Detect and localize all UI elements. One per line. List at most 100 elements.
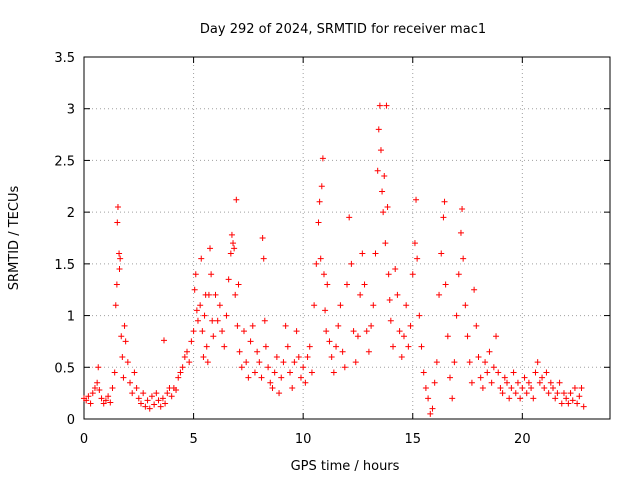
data-point [282,322,289,329]
data-point [260,255,267,262]
data-point [313,260,320,267]
data-point [210,333,217,340]
data-point [117,255,124,262]
data-point [287,369,294,376]
data-point [578,384,585,391]
data-point [490,364,497,371]
data-point [240,328,247,335]
data-point [376,102,383,109]
x-tick-label: 0 [80,432,88,447]
data-point [232,291,239,298]
data-point [503,379,510,386]
data-point [348,260,355,267]
data-point [129,390,136,397]
data-point [119,353,126,360]
y-tick-label: 1.5 [54,258,75,273]
data-point [153,390,160,397]
data-point [372,250,379,257]
data-point [357,291,364,298]
data-point [462,302,469,309]
data-point [203,343,210,350]
data-point [258,374,265,381]
data-point [322,307,329,314]
data-point [209,317,216,324]
data-point [109,384,116,391]
data-point [317,255,324,262]
data-point [235,281,242,288]
data-point [339,348,346,355]
data-point [190,328,197,335]
data-point [208,271,215,278]
data-point [259,235,266,241]
data-point [207,245,214,252]
data-point [160,337,167,344]
data-point [219,328,226,335]
data-point [243,359,250,366]
data-point [486,348,493,355]
data-point [247,338,254,345]
data-point [124,359,131,366]
data-point [560,390,567,397]
data-point [441,198,448,205]
data-point [191,286,198,293]
data-point [261,317,268,324]
data-point [534,359,541,366]
data-point [479,384,486,391]
data-point [565,400,572,407]
data-point [221,343,228,350]
data-point [554,390,561,397]
data-point [337,302,344,309]
data-point [335,322,342,329]
data-point [543,369,550,376]
data-point [464,333,471,340]
x-tick-label: 10 [295,432,312,447]
data-point [497,384,504,391]
data-point [392,266,399,273]
data-point [175,374,182,381]
data-point [230,240,237,247]
data-point [315,219,322,226]
data-point [386,297,393,304]
data-point [521,374,528,381]
data-point [267,379,274,386]
data-point [506,395,513,402]
data-point [422,384,429,391]
data-point [536,379,543,386]
data-point [234,322,241,329]
data-point [111,369,118,376]
data-point [532,369,539,376]
data-point [273,353,280,360]
data-point [405,343,412,350]
data-point [204,359,211,366]
data-point [212,291,219,298]
data-point [236,348,243,355]
data-point [501,374,508,381]
data-point [508,384,515,391]
x-axis-label: GPS time / hours [291,459,400,474]
data-point [418,343,425,350]
data-point [449,395,456,402]
data-point [231,245,238,252]
data-point [225,276,232,283]
data-point [512,390,519,397]
data-point [567,390,574,397]
data-point [493,333,500,340]
data-point [249,322,256,329]
data-point [140,390,147,397]
data-point [558,400,565,407]
data-point [186,359,193,366]
data-point [199,328,206,335]
data-point [238,364,245,371]
data-point [427,410,434,417]
data-point [466,359,473,366]
data-point [379,188,386,195]
data-point [318,183,325,190]
data-point [539,374,546,381]
data-point [580,403,587,410]
data-point [159,395,166,402]
data-point [197,302,204,309]
data-point [495,369,502,376]
data-point [324,281,331,288]
data-point [319,155,326,162]
